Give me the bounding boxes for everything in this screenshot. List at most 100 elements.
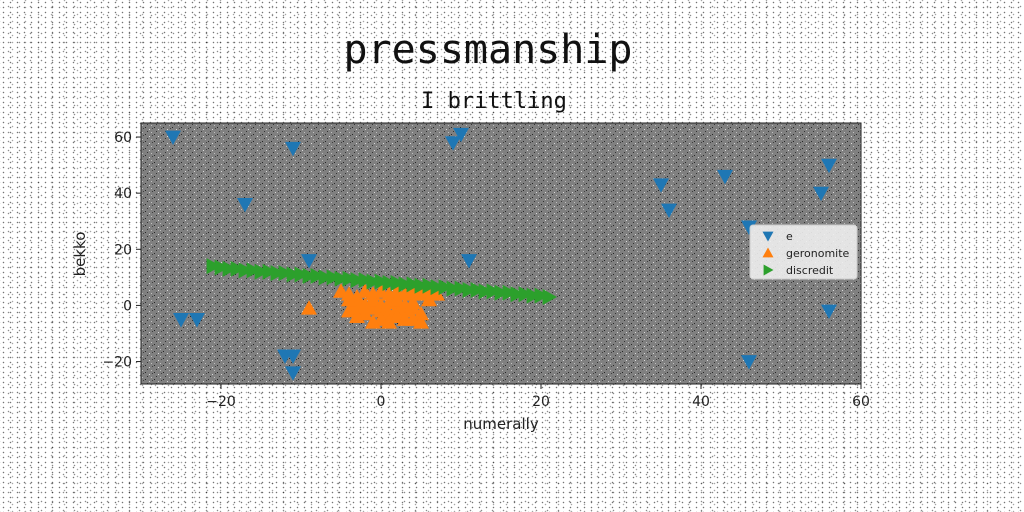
y-tick-label: 60 [114,130,132,146]
series-1-point [421,291,437,307]
series-0-point [237,197,253,213]
series-2-point [502,284,517,301]
y-tick-label: 40 [114,186,132,202]
series-2-point [294,266,309,283]
series-2-point [398,276,413,293]
series-2-point [422,277,437,294]
x-axis: −20 0 20 40 60 [206,384,870,410]
series-2-point [366,273,381,290]
series-2-point [406,276,421,293]
series-0-point [821,304,837,320]
legend-marker-2 [763,264,774,276]
legend-label-0: e [786,230,793,243]
legend-box [749,224,858,280]
series-0-point [741,355,757,370]
chart-title: pressmanship [344,27,633,73]
series-2-point [246,262,261,279]
series-2-point [510,286,525,303]
series-2-point [318,269,333,286]
series-2-point [438,279,453,296]
series-1-point [405,294,421,310]
series-2-point [382,274,397,291]
series-0-point [173,313,189,328]
series-2-point [302,267,317,284]
series-2-point [374,273,389,290]
chart-subtitle: I brittling [421,89,567,114]
series-1-point [357,297,373,312]
legend-label-2: discredit [786,264,834,277]
series-2-point [542,289,557,305]
series-2-point [278,265,293,282]
plot-frame [140,122,862,385]
x-tick-label: 60 [852,394,870,410]
legend: e geronomite discredit [749,224,858,280]
series-1-point [341,291,357,307]
series-2-point [454,280,469,297]
data-marks [165,127,837,381]
series-2-point [462,281,477,298]
series-0-point [285,141,301,157]
series-2-point [518,286,533,303]
series-2-point [262,263,277,280]
series-0-point [813,186,829,202]
series-1-point [413,314,429,329]
x-axis-label: numerally [463,415,539,433]
series-0-point [189,313,205,328]
series-0-point [445,136,461,151]
y-tick-label: 20 [114,242,132,258]
y-tick-label: −20 [102,355,132,371]
series-2-point [342,270,357,287]
series-0-point [285,366,301,381]
series-2-point [238,262,253,279]
x-tick-label: 20 [532,394,550,410]
series-0-point [653,178,669,193]
series-1-point [381,314,397,329]
series-0-point [821,158,837,174]
series-2-point [486,283,501,300]
series-2-point [214,259,229,276]
series-2-point [414,277,429,294]
legend-marker-0 [762,231,774,242]
series-2-point [430,279,445,296]
series-1-point [301,300,317,315]
series-2-point [478,283,493,300]
series-2-point [334,270,349,287]
series-0-point [741,220,757,235]
series-2-point [350,272,365,289]
series-1-point [365,314,381,329]
series-1-point [429,286,445,301]
legend-marker-1 [762,247,774,258]
series-1-point [397,311,413,326]
series-2-point [254,263,269,280]
series-1-point [413,305,429,321]
series-2-point [470,281,485,298]
x-tick-label: 40 [692,394,710,410]
series-2-point [534,287,549,304]
series-2-point [222,260,237,277]
series-2-point [446,280,461,297]
series-2-point [390,274,405,291]
y-axis-label: bekko [71,232,89,277]
series-0-point [165,130,181,146]
series-2-point [230,260,245,277]
legend-label-1: geronomite [786,247,850,260]
series-0-point [661,203,677,218]
series-1-point [365,291,381,307]
series-0-point [717,169,733,185]
series-2-point [310,267,325,284]
y-tick-label: 0 [123,298,132,314]
series-0-point [301,254,317,269]
series-0-point [461,254,477,269]
series-2-point [358,272,373,289]
series-2-point [494,284,509,301]
series-0-point [453,127,469,143]
x-tick-label: 0 [377,394,386,410]
y-axis: −20 0 20 40 60 [102,130,141,371]
series-2-point [286,266,301,283]
x-tick-label: −20 [206,394,236,410]
plot-area-noise [141,123,861,384]
series-2-point [526,287,541,304]
series-2-point [206,258,221,275]
series-0-point [285,349,301,364]
